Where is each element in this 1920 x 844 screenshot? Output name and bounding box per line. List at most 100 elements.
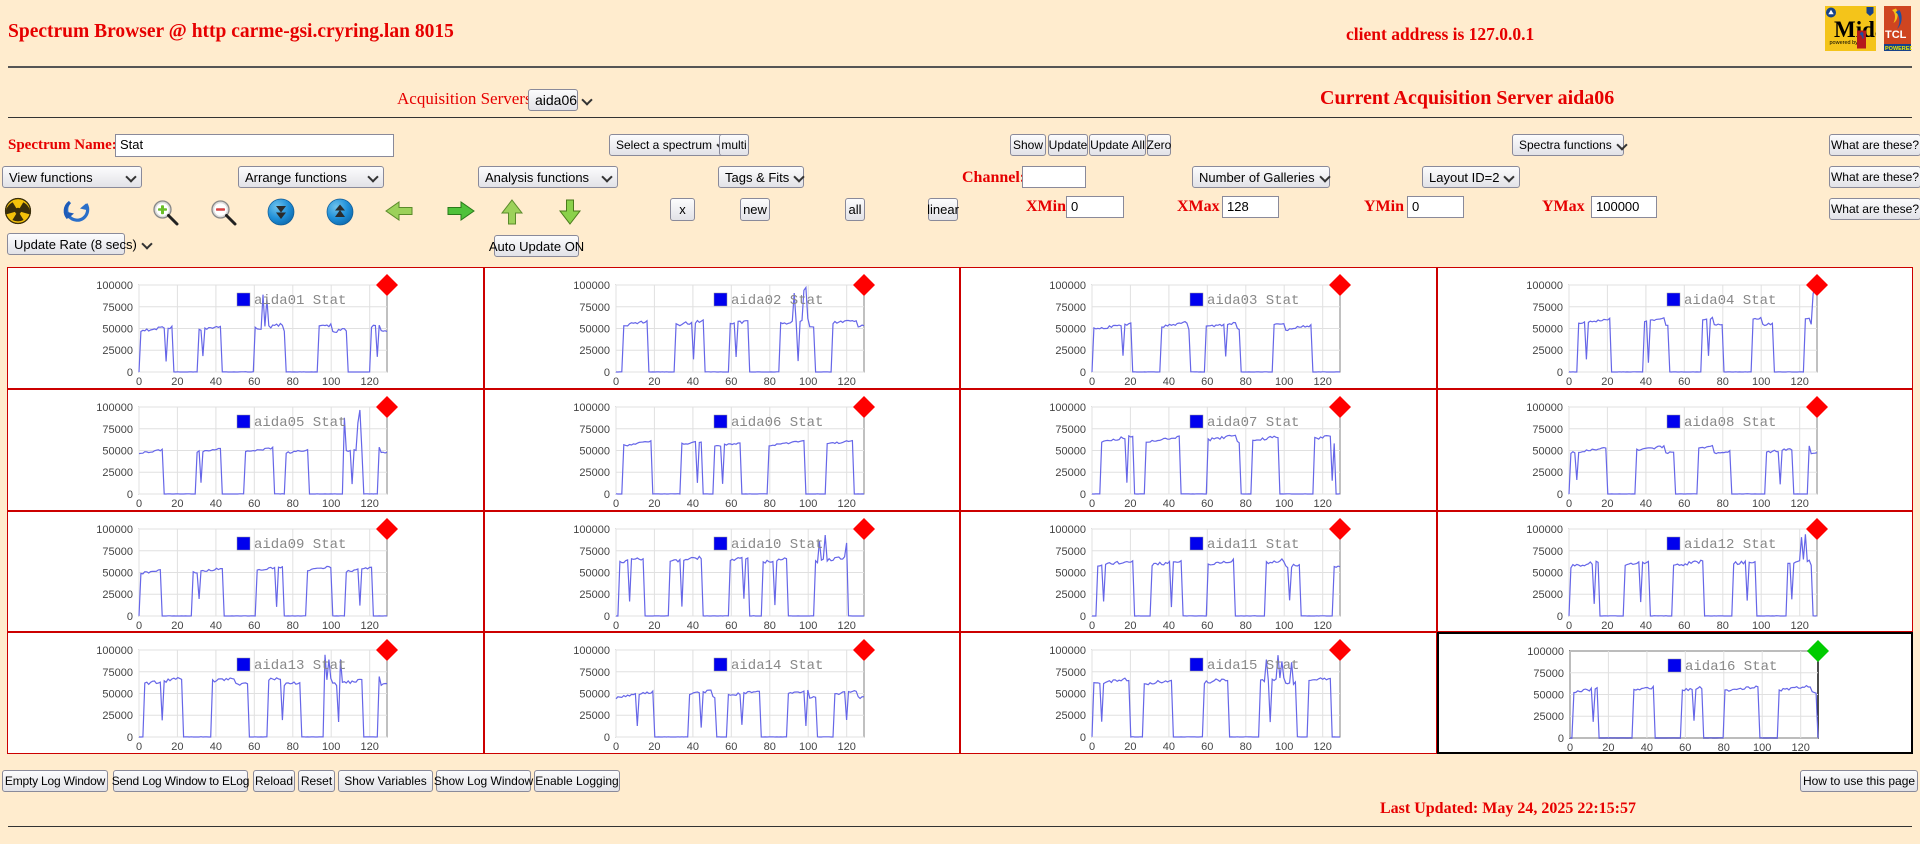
svg-text:0: 0 bbox=[1556, 367, 1562, 379]
svg-text:50000: 50000 bbox=[1055, 567, 1086, 579]
svg-text:0: 0 bbox=[1089, 376, 1095, 388]
svg-text:100: 100 bbox=[322, 498, 340, 510]
svg-text:100: 100 bbox=[1275, 741, 1293, 753]
svg-text:100: 100 bbox=[322, 741, 340, 753]
svg-text:25000: 25000 bbox=[1532, 467, 1563, 479]
svg-text:0: 0 bbox=[1557, 733, 1563, 745]
svg-text:powered by: powered by bbox=[1830, 40, 1859, 46]
svg-text:100000: 100000 bbox=[96, 645, 133, 657]
svg-text:120: 120 bbox=[1314, 741, 1332, 753]
svg-text:100000: 100000 bbox=[1049, 280, 1086, 292]
svg-text:120: 120 bbox=[837, 620, 855, 632]
svg-text:120: 120 bbox=[837, 376, 855, 388]
svg-text:0: 0 bbox=[1080, 489, 1086, 501]
svg-text:20: 20 bbox=[648, 376, 660, 388]
svg-text:100: 100 bbox=[1752, 498, 1770, 510]
svg-text:aida15 Stat: aida15 Stat bbox=[1207, 658, 1299, 674]
svg-text:aida09 Stat: aida09 Stat bbox=[254, 537, 346, 553]
svg-text:40: 40 bbox=[1639, 498, 1651, 510]
svg-text:80: 80 bbox=[763, 741, 775, 753]
svg-text:aida11 Stat: aida11 Stat bbox=[1207, 537, 1299, 553]
svg-text:100000: 100000 bbox=[96, 524, 133, 536]
svg-text:80: 80 bbox=[763, 376, 775, 388]
svg-text:50000: 50000 bbox=[1532, 567, 1563, 579]
svg-text:40: 40 bbox=[686, 741, 698, 753]
svg-text:75000: 75000 bbox=[579, 302, 610, 314]
svg-text:100: 100 bbox=[1752, 376, 1770, 388]
svg-text:120: 120 bbox=[1790, 620, 1808, 632]
svg-text:0: 0 bbox=[1566, 742, 1572, 754]
svg-text:60: 60 bbox=[1201, 498, 1213, 510]
svg-text:0: 0 bbox=[603, 489, 609, 501]
svg-text:60: 60 bbox=[1678, 498, 1690, 510]
svg-text:80: 80 bbox=[763, 498, 775, 510]
svg-text:0: 0 bbox=[1080, 732, 1086, 744]
svg-text:50000: 50000 bbox=[579, 689, 610, 701]
svg-text:100: 100 bbox=[1752, 620, 1770, 632]
svg-text:100: 100 bbox=[799, 620, 817, 632]
svg-text:aida04 Stat: aida04 Stat bbox=[1684, 293, 1776, 309]
svg-text:120: 120 bbox=[837, 498, 855, 510]
svg-text:25000: 25000 bbox=[579, 589, 610, 601]
svg-text:100000: 100000 bbox=[1526, 402, 1563, 414]
svg-text:50000: 50000 bbox=[579, 324, 610, 336]
svg-text:25000: 25000 bbox=[579, 710, 610, 722]
svg-text:0: 0 bbox=[612, 498, 618, 510]
svg-text:TCL: TCL bbox=[1885, 29, 1907, 41]
svg-text:100: 100 bbox=[322, 376, 340, 388]
svg-text:25000: 25000 bbox=[1532, 345, 1563, 357]
svg-text:80: 80 bbox=[1716, 376, 1728, 388]
svg-text:20: 20 bbox=[171, 741, 183, 753]
svg-text:80: 80 bbox=[1240, 741, 1252, 753]
svg-text:80: 80 bbox=[1717, 742, 1729, 754]
svg-text:aida12 Stat: aida12 Stat bbox=[1684, 537, 1776, 553]
svg-text:40: 40 bbox=[1163, 620, 1175, 632]
svg-text:50000: 50000 bbox=[102, 445, 133, 457]
svg-text:POWERED: POWERED bbox=[1885, 46, 1912, 51]
svg-text:75000: 75000 bbox=[1532, 302, 1563, 314]
svg-text:40: 40 bbox=[1640, 742, 1652, 754]
svg-text:120: 120 bbox=[361, 498, 379, 510]
svg-text:25000: 25000 bbox=[579, 345, 610, 357]
svg-text:50000: 50000 bbox=[1055, 324, 1086, 336]
svg-text:75000: 75000 bbox=[1532, 424, 1563, 436]
svg-text:0: 0 bbox=[127, 489, 133, 501]
svg-text:aida08 Stat: aida08 Stat bbox=[1684, 415, 1776, 431]
svg-text:25000: 25000 bbox=[1055, 710, 1086, 722]
svg-text:60: 60 bbox=[725, 376, 737, 388]
svg-text:aida06 Stat: aida06 Stat bbox=[731, 415, 823, 431]
svg-text:120: 120 bbox=[837, 741, 855, 753]
svg-text:20: 20 bbox=[171, 620, 183, 632]
svg-text:40: 40 bbox=[1639, 376, 1651, 388]
svg-text:0: 0 bbox=[603, 367, 609, 379]
svg-text:40: 40 bbox=[210, 620, 222, 632]
svg-text:0: 0 bbox=[1556, 611, 1562, 623]
svg-text:120: 120 bbox=[361, 376, 379, 388]
svg-text:80: 80 bbox=[287, 620, 299, 632]
svg-text:120: 120 bbox=[1791, 742, 1809, 754]
svg-text:0: 0 bbox=[127, 611, 133, 623]
svg-text:120: 120 bbox=[1314, 498, 1332, 510]
svg-text:25000: 25000 bbox=[1055, 345, 1086, 357]
svg-text:100000: 100000 bbox=[573, 402, 610, 414]
svg-text:100: 100 bbox=[799, 376, 817, 388]
svg-text:25000: 25000 bbox=[102, 589, 133, 601]
svg-text:50000: 50000 bbox=[102, 567, 133, 579]
svg-text:75000: 75000 bbox=[1533, 668, 1564, 680]
svg-text:20: 20 bbox=[648, 741, 660, 753]
svg-text:0: 0 bbox=[1080, 611, 1086, 623]
svg-text:100000: 100000 bbox=[1527, 646, 1564, 658]
svg-text:20: 20 bbox=[1602, 742, 1614, 754]
svg-text:80: 80 bbox=[287, 498, 299, 510]
svg-text:40: 40 bbox=[1163, 498, 1175, 510]
svg-text:75000: 75000 bbox=[102, 667, 133, 679]
svg-text:20: 20 bbox=[1124, 498, 1136, 510]
svg-text:60: 60 bbox=[725, 498, 737, 510]
svg-text:80: 80 bbox=[1716, 498, 1728, 510]
svg-text:100: 100 bbox=[799, 741, 817, 753]
svg-text:40: 40 bbox=[210, 741, 222, 753]
svg-text:0: 0 bbox=[136, 741, 142, 753]
svg-text:aida02 Stat: aida02 Stat bbox=[731, 293, 823, 309]
svg-text:75000: 75000 bbox=[1055, 302, 1086, 314]
svg-text:75000: 75000 bbox=[579, 667, 610, 679]
